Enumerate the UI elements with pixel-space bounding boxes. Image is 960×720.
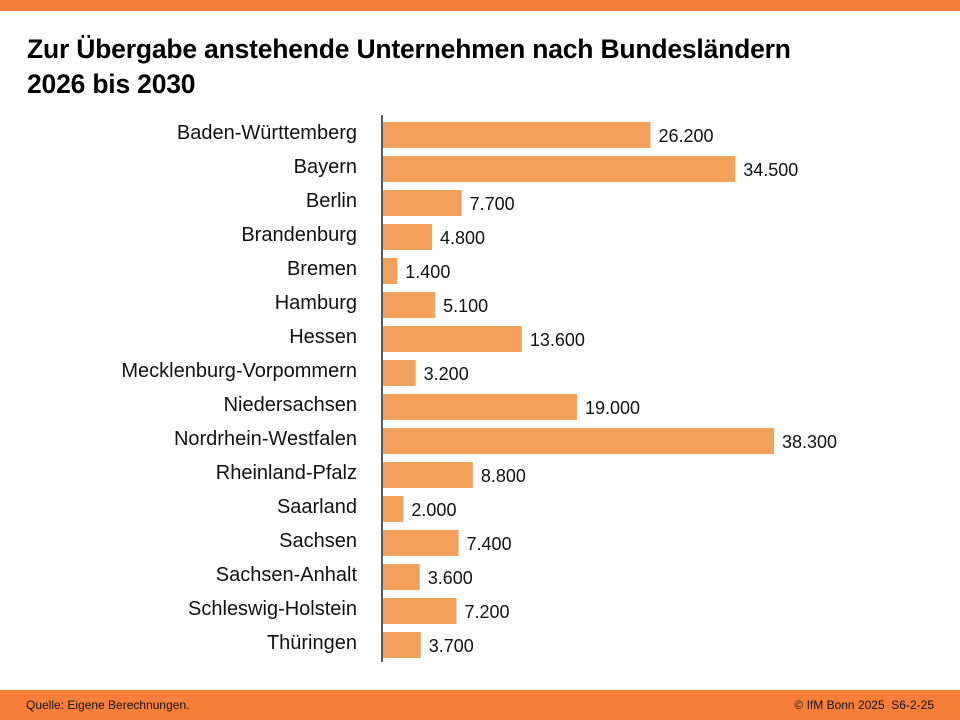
bar-niedersachsen	[383, 394, 577, 420]
chart-title-line-2: 2026 bis 2030	[27, 69, 196, 99]
value-label: 7.200	[465, 602, 510, 622]
value-label: 5.100	[443, 296, 488, 316]
top-accent-bar	[0, 0, 960, 11]
copyright-note: © IfM Bonn 2025 S6-2-25	[794, 698, 934, 712]
bar-mecklenburg-vorpommern	[383, 360, 416, 386]
category-label: Sachsen	[279, 530, 357, 552]
value-label: 2.000	[411, 500, 456, 520]
value-label: 1.400	[405, 262, 450, 282]
category-label: Bremen	[287, 258, 357, 280]
category-label: Brandenburg	[241, 224, 357, 246]
category-label: Berlin	[306, 190, 357, 212]
bar-rheinland-pfalz	[383, 462, 473, 488]
value-label: 3.600	[428, 568, 473, 588]
bar-hamburg	[383, 292, 436, 318]
category-label: Hamburg	[275, 292, 357, 314]
bar-chart: Baden-Württemberg 26.200 Bayern 34.500 Berli…	[121, 115, 837, 662]
value-label: 26.200	[658, 126, 713, 146]
category-label: Baden-Württemberg	[177, 122, 357, 144]
source-note: Quelle: Eigene Berechnungen.	[26, 698, 190, 712]
value-label: 13.600	[530, 330, 585, 350]
bar-hessen	[383, 326, 522, 352]
bar-nordrhein-westfalen	[383, 428, 774, 454]
value-label: 7.700	[470, 194, 515, 214]
category-label: Nordrhein-Westfalen	[174, 428, 357, 450]
bar-berlin	[383, 190, 462, 216]
value-label: 38.300	[782, 432, 837, 452]
category-label: Thüringen	[267, 632, 357, 654]
bar-sachsen	[383, 530, 459, 556]
category-label: Rheinland-Pfalz	[216, 462, 357, 484]
bar-bayern	[383, 156, 736, 182]
chart-title: Zur Übergabe anstehende Unternehmen nach…	[27, 32, 947, 102]
value-label: 7.400	[467, 534, 512, 554]
bar-schleswig-holstein	[383, 598, 457, 624]
category-label: Schleswig-Holstein	[188, 598, 357, 620]
value-label: 4.800	[440, 228, 485, 248]
bar-brandenburg	[383, 224, 433, 250]
category-label: Niedersachsen	[224, 394, 357, 416]
bar-saarland	[383, 496, 404, 522]
category-label: Saarland	[277, 496, 357, 518]
category-label: Mecklenburg-Vorpommern	[121, 360, 357, 382]
bar-bremen	[383, 258, 398, 284]
chart-title-line-1: Zur Übergabe anstehende Unternehmen nach…	[27, 34, 791, 64]
footer-bar: Quelle: Eigene Berechnungen. © IfM Bonn …	[0, 690, 960, 720]
value-label: 19.000	[585, 398, 640, 418]
value-label: 3.200	[424, 364, 469, 384]
category-label: Bayern	[294, 156, 357, 178]
value-label: 8.800	[481, 466, 526, 486]
category-label: Sachsen-Anhalt	[216, 564, 358, 586]
bar-thüringen	[383, 632, 421, 658]
bar-baden-württemberg	[383, 122, 651, 148]
value-label: 3.700	[429, 636, 474, 656]
bar-sachsen-anhalt	[383, 564, 420, 590]
value-label: 34.500	[743, 160, 798, 180]
category-label: Hessen	[289, 326, 357, 348]
bars-group: Baden-Württemberg 26.200 Bayern 34.500 Berli…	[121, 122, 837, 658]
